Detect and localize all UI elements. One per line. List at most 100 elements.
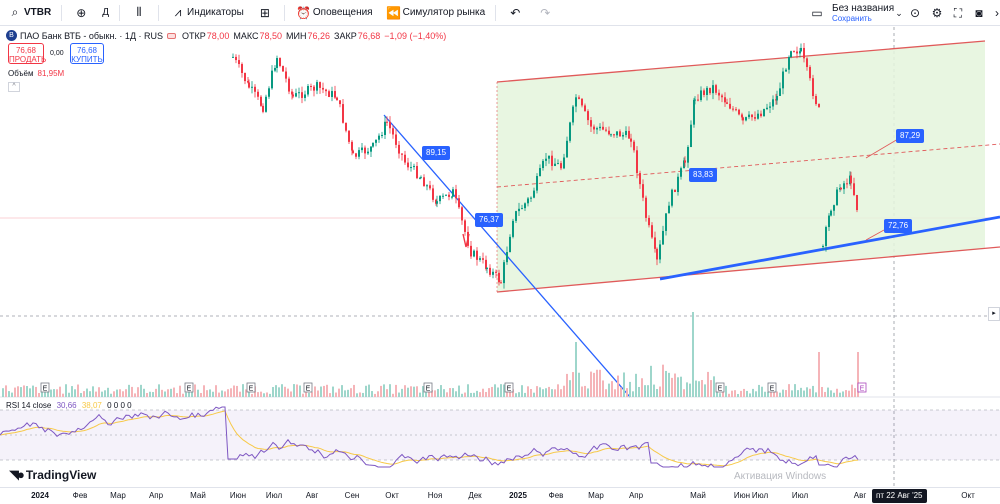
candle-body <box>533 190 535 198</box>
candle-body <box>398 144 400 154</box>
volume-bar <box>800 387 802 397</box>
ascending-support-trendline[interactable] <box>659 215 1000 281</box>
candle-body <box>274 67 276 71</box>
volume-bar <box>659 386 661 397</box>
symbol-search[interactable]: ⌕ VTBR <box>0 0 57 26</box>
settings-button[interactable]: ⚙ <box>928 0 946 26</box>
earnings-marker-box[interactable] <box>504 382 514 393</box>
volume-bar <box>281 384 283 397</box>
buy-button[interactable]: 76,68 КУПИТЬ <box>70 43 104 64</box>
volume-bar <box>839 392 841 397</box>
volume-bar <box>719 393 721 397</box>
replay-button[interactable]: ⏪ Симулятор рынка <box>379 0 492 26</box>
layout-menu-button[interactable]: ⌄ <box>890 0 908 26</box>
redo-icon: ↷ <box>540 5 551 20</box>
channel-lower-line[interactable] <box>496 246 1000 293</box>
price-tag-4[interactable]: 87,29 <box>896 129 925 143</box>
earnings-marker-box[interactable] <box>40 382 50 393</box>
earnings-marker-box[interactable] <box>303 382 313 393</box>
chart-type-button[interactable]: ⫴ <box>124 0 154 26</box>
price-tag-3[interactable]: 83,83 <box>689 168 718 182</box>
volume-bar <box>278 387 280 397</box>
volume-bar <box>827 387 829 397</box>
high-value: 78,50 <box>259 30 283 41</box>
candle-body <box>608 130 610 135</box>
separator <box>283 4 285 21</box>
volume-bar <box>170 388 172 397</box>
candle-body <box>492 271 494 275</box>
volume-bar <box>107 387 109 397</box>
collapse-legend-button[interactable]: ^ <box>8 82 20 92</box>
layout-name[interactable]: Без названия Сохранить <box>832 4 894 24</box>
volume-value: 81,95M <box>37 69 65 78</box>
earnings-marker-box[interactable] <box>246 382 256 393</box>
candle-body <box>578 97 580 99</box>
price-tag-2[interactable]: 76,37 <box>475 213 504 227</box>
volume-bar <box>173 387 175 397</box>
volume-bar <box>419 392 421 397</box>
volume-bar <box>533 392 535 397</box>
more-button[interactable]: › <box>988 0 1000 26</box>
volume-bar <box>251 393 253 397</box>
time-tick: Июл <box>751 491 769 500</box>
sell-button[interactable]: 76,68 ПРОДАТЬ <box>8 43 46 64</box>
volume-bar <box>146 392 148 397</box>
templates-button[interactable]: ⊞ <box>250 0 280 26</box>
earnings-marker-box[interactable] <box>767 382 777 393</box>
volume-bar <box>437 388 439 397</box>
alerts-button[interactable]: ⏰ Оповещения <box>289 0 379 26</box>
screenshot-button[interactable]: ◙ <box>970 0 988 26</box>
earnings-marker-box[interactable] <box>423 382 433 393</box>
earnings-marker-box[interactable] <box>184 382 194 393</box>
volume-bar <box>179 385 181 397</box>
channel-upper-line[interactable] <box>496 40 986 83</box>
indicators-button[interactable]: ⩘ Индикаторы <box>163 0 250 26</box>
volume-bar <box>215 385 217 397</box>
candle-body <box>401 153 403 155</box>
compare-button[interactable]: ⊕ <box>66 0 96 26</box>
candle-body <box>754 117 756 119</box>
volume-bar <box>683 389 685 397</box>
volume-bar <box>857 352 859 397</box>
candle-body <box>790 51 792 58</box>
volume-bar <box>536 386 538 397</box>
time-tick: Окт <box>961 491 975 500</box>
volume-bar <box>293 384 295 397</box>
volume-bar <box>98 387 100 397</box>
candle-body <box>796 51 798 54</box>
candle-body <box>389 121 391 129</box>
candle-body <box>461 207 463 221</box>
candle-body <box>319 82 321 88</box>
price-tag-5[interactable]: 72,76 <box>884 219 913 233</box>
volume-bar <box>389 384 391 397</box>
volume-bar <box>794 384 796 397</box>
volume-bar <box>596 369 598 397</box>
volume-bar <box>611 381 613 397</box>
tradingview-logo[interactable]: ◥● TradingView <box>9 467 96 483</box>
volume-bar <box>326 384 328 397</box>
interval-button[interactable]: Д <box>96 0 115 26</box>
redo-button[interactable]: ↷ <box>530 0 560 26</box>
layouts-button[interactable]: ▭ <box>808 0 826 26</box>
earnings-marker-box[interactable] <box>857 382 867 393</box>
volume-bar <box>473 392 475 397</box>
candle-body <box>285 71 287 79</box>
volume-bar <box>266 392 268 397</box>
candle-body <box>439 195 441 202</box>
volume-bar <box>245 389 247 397</box>
channel-median-line[interactable] <box>496 143 1000 188</box>
series-visibility-icon[interactable] <box>167 32 177 39</box>
volume-bar <box>557 384 559 397</box>
fullscreen-button[interactable]: ⛶ <box>949 0 967 26</box>
undo-button[interactable]: ↶ <box>500 0 530 26</box>
price-tag-1[interactable]: 89,15 <box>422 146 451 160</box>
scroll-to-realtime-button[interactable]: ▸ <box>988 307 1000 321</box>
time-axis[interactable]: 2024 Фев Мар Апр Май Июн Июл Авг Сен Окт… <box>0 487 1000 504</box>
candle-body <box>718 92 720 96</box>
quick-search-button[interactable]: ⊙ <box>906 0 924 26</box>
earnings-marker-box[interactable] <box>715 382 725 393</box>
volume-bar <box>155 388 157 397</box>
candle-body <box>726 102 728 104</box>
